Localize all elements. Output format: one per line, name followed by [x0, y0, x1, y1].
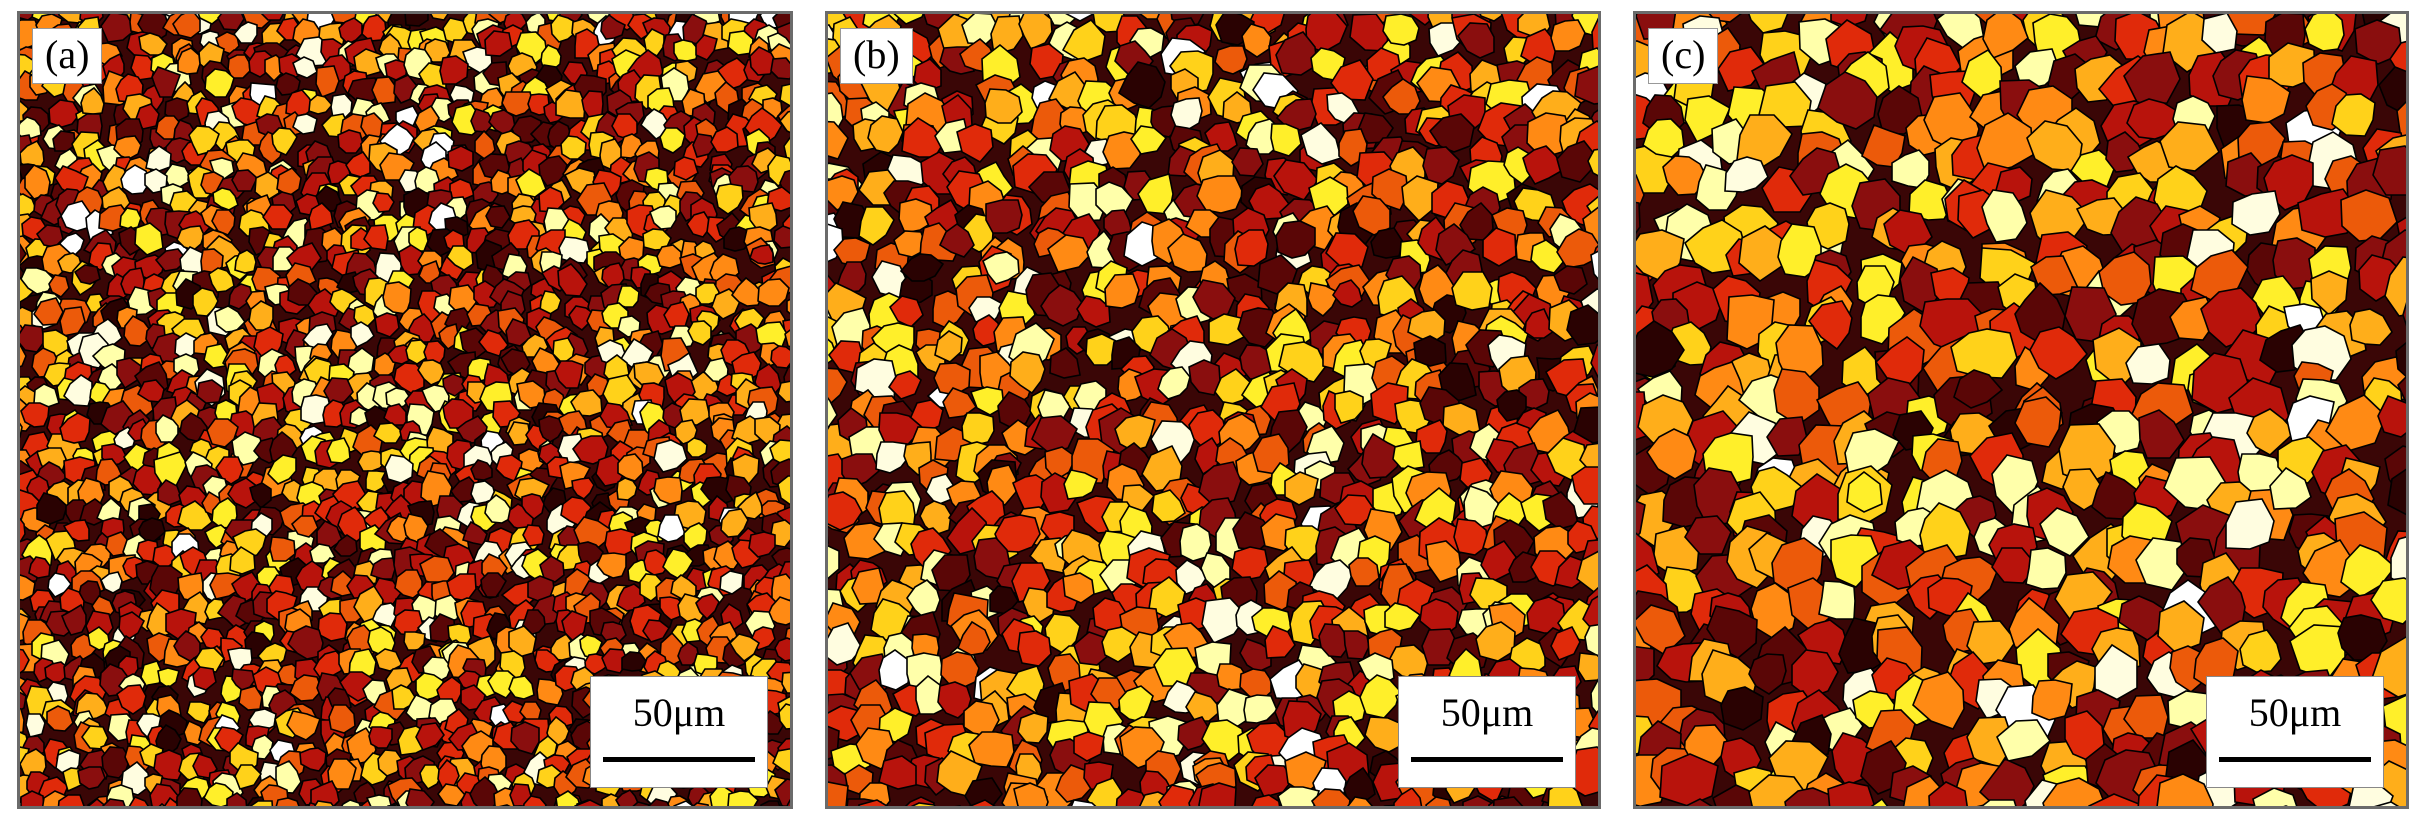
- scale-bar-box: 50μm: [1398, 676, 1576, 788]
- ebsd-map-panel-b: (b) 50μm: [825, 11, 1601, 809]
- ebsd-map-panel-a: (a) 50μm: [17, 11, 793, 809]
- ebsd-map-panel-c: (c) 50μm: [1633, 11, 2409, 809]
- scale-bar-label: 50μm: [2248, 690, 2342, 735]
- scale-bar-line: [2219, 757, 2371, 762]
- panel-label: (c): [1648, 28, 1719, 84]
- panel-label: (a): [32, 28, 103, 84]
- scale-bar-box: 50μm: [590, 676, 768, 788]
- scale-bar-label: 50μm: [1440, 690, 1534, 735]
- scale-bar-line: [1411, 757, 1563, 762]
- grain-map: [1636, 14, 2406, 806]
- scale-bar-line: [603, 757, 755, 762]
- panel-label: (b): [840, 28, 913, 84]
- scale-bar-box: 50μm: [2206, 676, 2384, 788]
- grain-map: [20, 14, 790, 806]
- scale-bar-label: 50μm: [632, 690, 726, 735]
